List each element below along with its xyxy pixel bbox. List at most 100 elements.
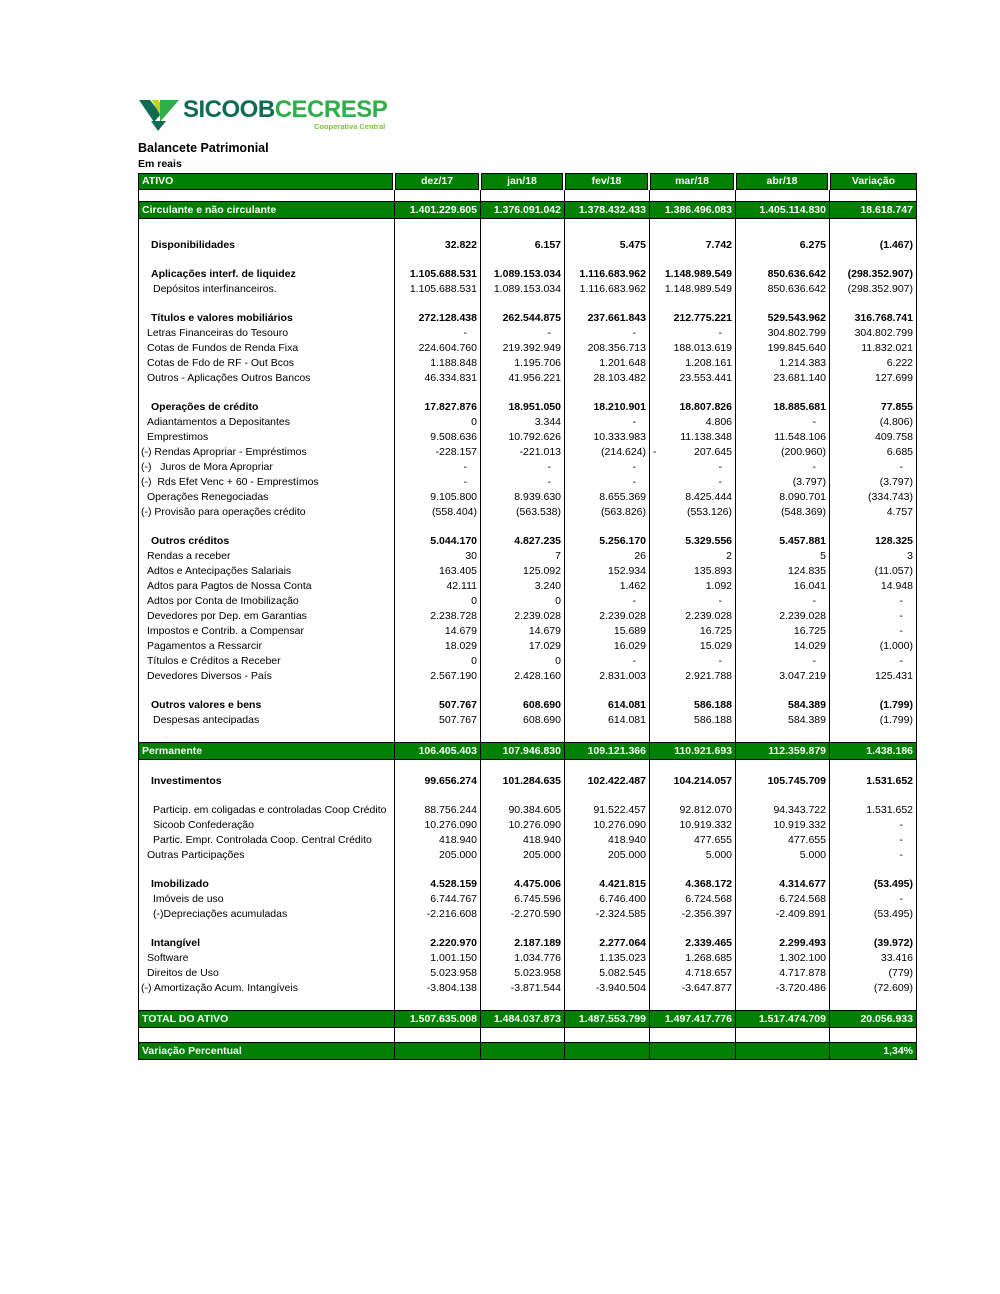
value-cell: 125.092 (481, 564, 565, 579)
value-cell: - (736, 460, 830, 475)
value-cell: 1.208.161 (650, 356, 736, 371)
spacer-cell (830, 789, 917, 803)
value-cell: - (830, 594, 917, 609)
value-cell: (779) (830, 966, 917, 981)
section-row: Operações de crédito 17.827.876 18.951.050… (138, 400, 917, 415)
value-cell: (563.826) (565, 505, 650, 520)
spacer-cell (565, 190, 650, 201)
spacer-cell (565, 760, 650, 774)
value-cell: 5.457.881 (736, 534, 830, 549)
value-cell: 212.775.221 (650, 311, 736, 326)
value-cell: 127.699 (830, 371, 917, 386)
spacer-cell (395, 996, 481, 1010)
value-cell: 6.157 (481, 238, 565, 253)
value-cell: 1.195.706 (481, 356, 565, 371)
value-cell: 5.023.958 (481, 966, 565, 981)
value-cell (481, 1042, 565, 1060)
spacer-cell (650, 253, 736, 267)
value-cell: 16.725 (736, 624, 830, 639)
spacer-cell (565, 684, 650, 698)
spacer-row (138, 386, 917, 400)
spacer-cell (481, 520, 565, 534)
row-label: Investimentos (138, 774, 395, 789)
value-cell: 586.188 (650, 698, 736, 713)
item-row: (-) Amortização Acum. Intangíveis -3.804.… (138, 981, 917, 996)
value-cell: 92.812.070 (650, 803, 736, 818)
value-cell: 16.029 (565, 639, 650, 654)
value-cell: 112.359.879 (736, 742, 830, 760)
value-cell: (1.000) (830, 639, 917, 654)
value-cell: 6.222 (830, 356, 917, 371)
value-cell: 2.239.028 (565, 609, 650, 624)
value-cell: -3.720.486 (736, 981, 830, 996)
spacer-cell (395, 863, 481, 877)
row-label: Intangível (138, 936, 395, 951)
value-cell: 2.187.189 (481, 936, 565, 951)
row-label: Outros valores e bens (138, 698, 395, 713)
spacer-cell (565, 863, 650, 877)
spacer-row (138, 253, 917, 267)
value-cell: -2.356.397 (650, 907, 736, 922)
band-row: Variação Percentual 1,34% (138, 1042, 917, 1060)
spacer-cell (138, 297, 395, 311)
item-row: Despesas antecipadas 507.767 608.690 614.08… (138, 713, 917, 728)
value-cell: 135.893 (650, 564, 736, 579)
value-cell: 1,34% (830, 1042, 917, 1060)
value-cell: 188.013.619 (650, 341, 736, 356)
spacer-row (138, 922, 917, 936)
spacer-cell (138, 684, 395, 698)
spacer-cell (565, 219, 650, 238)
value-cell: 1.484.037.873 (481, 1010, 565, 1028)
item-row: Outras Participações 205.000 205.000 205.00… (138, 848, 917, 863)
item-row: (-) Provisão para operações crédito (558.… (138, 505, 917, 520)
spacer-cell (138, 922, 395, 936)
value-cell: 3.344 (481, 415, 565, 430)
logo-brand-text: SICOOB (183, 96, 275, 123)
value-cell: 2.831.003 (565, 669, 650, 684)
value-cell: 33.416 (830, 951, 917, 966)
spacer-cell (650, 219, 736, 238)
value-cell: -228.157 (395, 445, 481, 460)
value-cell: 614.081 (565, 698, 650, 713)
spacer-cell (650, 190, 736, 201)
value-cell: 106.405.403 (395, 742, 481, 760)
spacer-cell (138, 789, 395, 803)
item-row: (-) Rendas Apropriar - Empréstimos -228.1… (138, 445, 917, 460)
row-label: Operações Renegociadas (138, 490, 395, 505)
value-cell: - (565, 654, 650, 669)
section-row: Outros valores e bens 507.767 608.690 614.0… (138, 698, 917, 713)
value-cell: (558.404) (395, 505, 481, 520)
row-label: Despesas antecipadas (138, 713, 395, 728)
spacer-cell (650, 520, 736, 534)
value-cell: (53.495) (830, 907, 917, 922)
column-header: ATIVO (138, 173, 393, 190)
spacer-cell (395, 520, 481, 534)
spacer-cell (736, 996, 830, 1010)
spacer-cell (395, 1028, 481, 1042)
value-cell: - (830, 848, 917, 863)
section-row: Títulos e valores mobiliários 272.128.438… (138, 311, 917, 326)
item-row: Adtos para Pagtos de Nossa Conta 42.111 3.… (138, 579, 917, 594)
spacer-cell (481, 297, 565, 311)
spacer-cell (736, 1028, 830, 1042)
spacer-cell (395, 922, 481, 936)
value-cell: 14.679 (481, 624, 565, 639)
value-cell: 104.214.057 (650, 774, 736, 789)
value-cell: -2.409.891 (736, 907, 830, 922)
spacer-cell (138, 760, 395, 774)
item-row: Depósitos interfinanceiros. 1.105.688.531… (138, 282, 917, 297)
value-cell: (553.126) (650, 505, 736, 520)
value-cell: 6.275 (736, 238, 830, 253)
value-cell: 2.339.465 (650, 936, 736, 951)
value-cell: - (565, 594, 650, 609)
value-cell: 1.517.474.709 (736, 1010, 830, 1028)
row-label: Devedores Diversos - País (138, 669, 395, 684)
item-row: Cotas de Fundos de Renda Fixa 224.604.760… (138, 341, 917, 356)
item-row: (-) Juros de Mora Apropriar - - - - - - (138, 460, 917, 475)
value-cell: 18.807.826 (650, 400, 736, 415)
value-cell: 17.827.876 (395, 400, 481, 415)
spacer-cell (565, 1028, 650, 1042)
value-cell: 11.548.106 (736, 430, 830, 445)
item-row: Operações Renegociadas 9.105.800 8.939.630… (138, 490, 917, 505)
item-row: Adtos por Conta de Imobilização 0 0- - - - (138, 594, 917, 609)
